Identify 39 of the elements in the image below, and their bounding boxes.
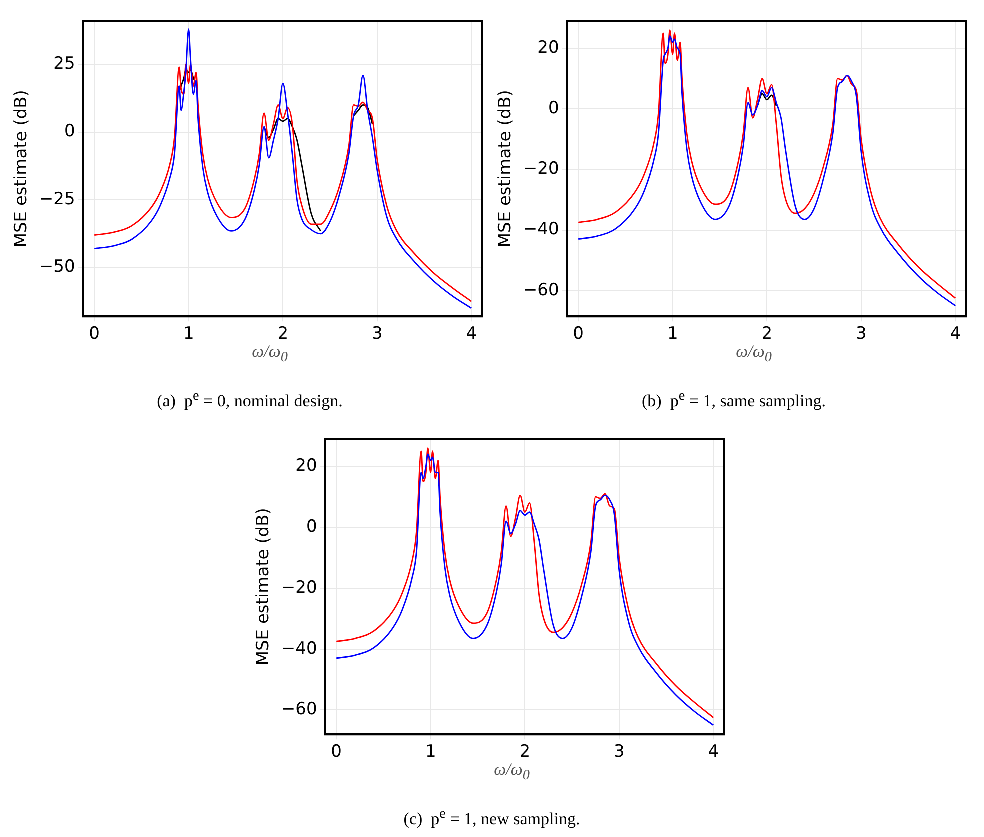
x-tick-label: 2 [278, 324, 289, 344]
x-tick-label: 4 [950, 324, 962, 344]
y-tick-label: 0 [306, 516, 318, 537]
y-axis-title: MSE estimate (dB) [254, 508, 274, 666]
y-tick-label: −60 [523, 280, 560, 300]
x-tick-label: 3 [372, 324, 383, 344]
x-axis-title: ω/ω$_{0}$ [252, 342, 288, 366]
x-tick-label: 2 [520, 742, 531, 762]
y-tick-label: 20 [538, 38, 560, 58]
y-tick-label: −20 [523, 159, 560, 180]
x-axis-title: ω/ω$_{0}$ [494, 760, 530, 784]
x-tick-label: 1 [425, 742, 436, 762]
x-tick-label: 4 [466, 324, 478, 344]
x-tick-label: 1 [667, 324, 678, 344]
y-tick-label: 0 [64, 122, 76, 142]
y-axis-title: MSE estimate (dB) [12, 90, 32, 248]
x-axis-title: ω/ω$_{0}$ [736, 342, 772, 366]
text: (c) p$^{e}$ = 1, new sampling. [404, 806, 580, 830]
x-tick-label: 1 [183, 324, 194, 344]
y-tick-label: 0 [548, 98, 560, 118]
line-series [756, 93, 778, 107]
y-tick-label: −20 [281, 578, 318, 598]
x-tick-label: 0 [89, 324, 100, 344]
y-tick-label: 20 [296, 456, 318, 476]
x-tick-label: 0 [331, 742, 342, 762]
x-tick-label: 4 [708, 742, 720, 762]
x-tick-label: 0 [573, 324, 584, 344]
y-tick-label: −40 [281, 638, 318, 659]
text: (b) p$^{e}$ = 1, same sampling. [642, 388, 826, 412]
y-tick-label: −40 [523, 220, 560, 240]
y-tick-label: −50 [39, 257, 76, 278]
y-axis-title: MSE estimate (dB) [496, 90, 516, 248]
x-tick-label: 3 [614, 742, 625, 762]
y-tick-label: 25 [54, 54, 76, 74]
y-tick-label: −25 [39, 189, 76, 210]
text: (a) p$^{e}$ = 0, nominal design. [157, 388, 343, 412]
x-tick-label: 2 [762, 324, 773, 344]
y-tick-label: −60 [281, 700, 318, 720]
x-tick-label: 3 [856, 324, 867, 344]
